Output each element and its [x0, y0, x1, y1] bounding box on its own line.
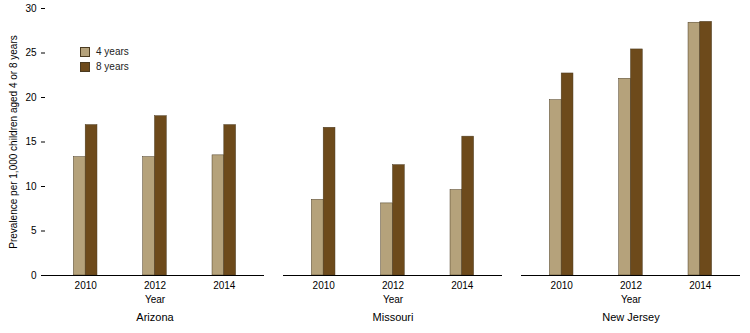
svg-text:2014: 2014	[689, 280, 712, 291]
svg-text:0: 0	[31, 270, 37, 281]
svg-text:10: 10	[25, 181, 37, 192]
html-text:4 years: 4 years	[96, 46, 129, 57]
svg-text:2010: 2010	[551, 280, 574, 291]
svg-text:Prevalence per 1,000 children: Prevalence per 1,000 children aged 4 or …	[8, 35, 19, 248]
svg-text:2012: 2012	[382, 280, 405, 291]
svg-text:2010: 2010	[75, 280, 98, 291]
svg-text:Year: Year	[383, 294, 404, 305]
svg-text:Arizona: Arizona	[136, 311, 174, 323]
svg-text:2010: 2010	[313, 280, 336, 291]
svg-text:2014: 2014	[213, 280, 236, 291]
svg-text:New Jersey: New Jersey	[602, 311, 660, 323]
svg-text:30: 30	[25, 3, 37, 14]
svg-text:25: 25	[25, 47, 37, 58]
svg-text:Missouri: Missouri	[373, 311, 414, 323]
svg-text:5: 5	[31, 225, 37, 236]
svg-text:2014: 2014	[451, 280, 474, 291]
svg-text:Year: Year	[145, 294, 166, 305]
html-text:8 years: 8 years	[96, 61, 129, 72]
svg-text:2012: 2012	[620, 280, 643, 291]
svg-text:Year: Year	[621, 294, 642, 305]
svg-text:20: 20	[25, 92, 37, 103]
svg-text:2012: 2012	[144, 280, 167, 291]
svg-text:15: 15	[25, 136, 37, 147]
